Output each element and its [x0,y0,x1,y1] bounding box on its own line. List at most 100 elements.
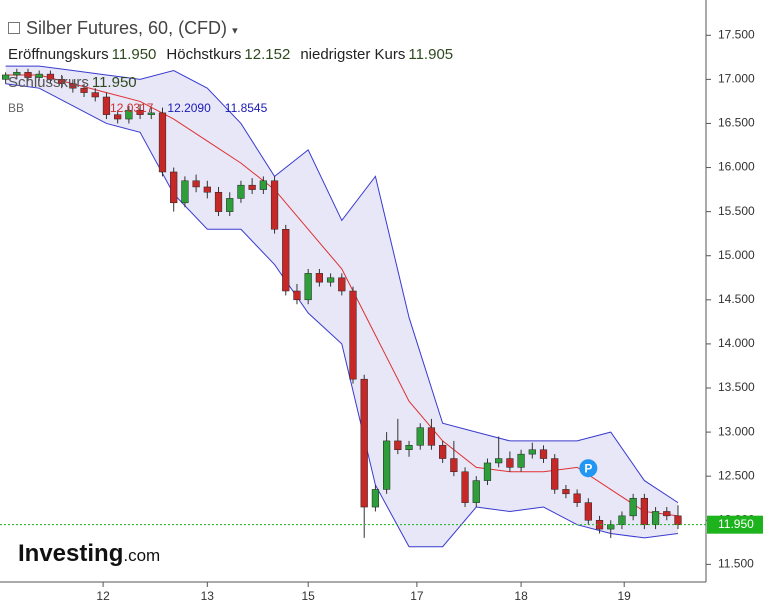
candle-body [170,171,178,204]
indicator-value: 12.0317 [110,101,154,115]
candle-body [640,497,648,525]
candle-body [663,511,671,517]
candle-body [483,462,492,481]
candle-body [282,229,290,292]
last-price-label: 11.950 [718,517,754,531]
brand: Investing.com [18,540,160,568]
candle-body [304,273,312,301]
stat-value: 11.950 [91,74,137,91]
candle-body [618,515,626,525]
stat-value: 12.152 [244,46,291,63]
candle-body [607,524,615,530]
candle-body [102,96,111,115]
candle-body [562,489,570,495]
candle-body [293,290,301,301]
candle-body [226,198,234,212]
candle-body [91,92,99,98]
y-tick-label: 13.500 [718,380,755,394]
candle-body [158,112,167,173]
stat-label: niedrigster Kurs [300,46,406,63]
candle-body [472,480,480,503]
candle-body [394,440,402,450]
indicator-value: 11.8545 [224,101,268,115]
candle-body [349,290,357,380]
candle-body [674,515,682,525]
event-marker [579,459,598,478]
y-tick-label: 15.000 [718,248,755,262]
candle-body [584,502,592,521]
candle-body [192,180,200,188]
x-tick-label: 18 [514,589,528,603]
x-tick-label: 12 [96,589,110,603]
y-tick-label: 15.500 [718,204,755,218]
candle-body [573,493,581,503]
x-tick-label: 13 [201,589,215,603]
candle-body [248,184,256,190]
y-tick-label: 14.500 [718,292,755,306]
candle-body [416,427,424,446]
candle-body [439,445,447,459]
candle-body [114,114,122,120]
collapse-icon[interactable] [8,22,20,34]
band-fill [5,66,678,547]
candle-body [181,180,189,204]
candle-body [24,72,32,78]
band-lower [5,83,679,548]
candle-body [259,180,267,190]
candle-body [270,180,279,230]
chart-title: Silber Futures, 60, (CFD) [26,18,228,38]
x-tick-label: 15 [301,589,315,603]
band-upper [5,65,679,504]
band-middle [5,74,679,517]
brand-name: Investing [18,540,124,567]
candle-body [1,74,10,80]
candle-body [80,87,88,93]
stat-label: Eröffnungskurs [8,46,109,63]
x-tick-label: 17 [410,589,424,603]
candle-body [58,79,66,85]
candle-body [629,497,637,517]
candle-body [551,458,559,490]
event-marker-label: P [584,461,592,475]
dropdown[interactable]: ▾ [232,25,238,37]
candle-body [450,458,458,473]
y-tick-label: 13.000 [718,424,755,438]
candle-body [46,73,55,80]
brand-suffix: .com [123,546,161,565]
x-tick-label: 19 [618,589,632,603]
candle-body [338,277,346,292]
y-tick-label: 16.000 [718,160,755,174]
stat-label: Höchstkurs [166,46,242,63]
candle-body [214,191,223,212]
y-tick-label: 12.500 [718,468,755,482]
y-tick-label: 16.500 [718,116,755,130]
candle-body [427,427,436,446]
candle-body [461,471,469,503]
candle-body [13,72,21,76]
y-tick-label: 14.000 [718,336,755,350]
y-tick-label: 11.500 [718,557,754,571]
candle-body [315,273,323,283]
candle-body [383,440,391,490]
candle-body [136,109,144,115]
last-price-box [707,515,763,534]
indicator-name: BB [8,101,25,115]
candle-body [326,277,335,283]
candle-body [506,458,514,468]
indicator-row: BB 12.0317 12.2090 11.8545 [8,101,281,115]
stat-value: 11.905 [408,46,454,63]
candle-body [360,378,368,508]
stat-value: 11.950 [111,46,157,63]
stats-row: Eröffnungskurs 11.950 Höchstkurs 12.152 nied… [8,46,453,63]
candle-body [539,449,548,459]
candle-body [125,109,133,120]
candle-body [405,445,413,450]
title-row: Silber Futures, 60, (CFD) ▾ [8,18,238,39]
stats-row-2: Schlusskurs 11.950 [8,74,137,91]
candle-body [237,184,245,199]
candle-body [69,83,77,89]
candle-body [495,458,503,464]
candle-body [517,453,525,468]
